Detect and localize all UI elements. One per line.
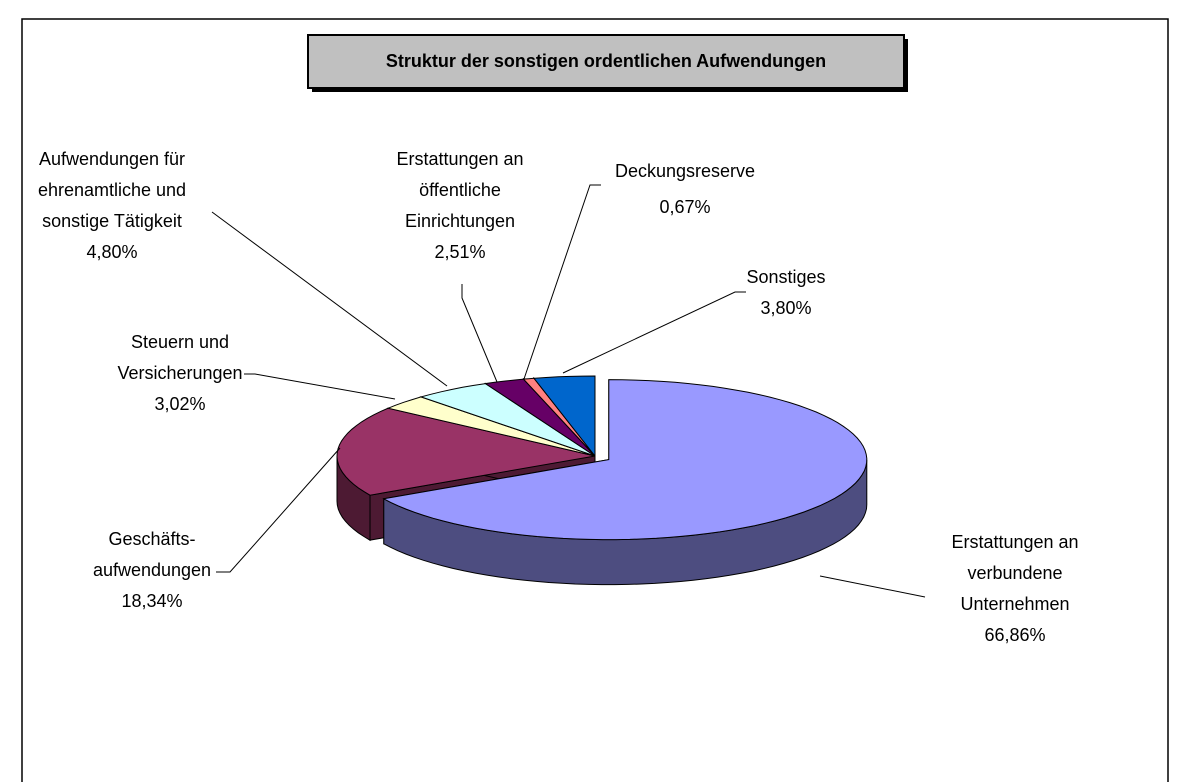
leader-line [562, 291, 746, 374]
slice-label: Deckungsreserve [615, 161, 755, 181]
leader-line [523, 184, 601, 380]
title-box [307, 34, 905, 89]
slice-label: Geschäfts-aufwendungen [93, 529, 211, 580]
slice-label: Aufwendungen für ehrenamtliche und sonstig… [38, 149, 186, 231]
pie-slice [419, 383, 596, 457]
slice-value-label: 3,80% [760, 298, 811, 318]
leader-line [216, 447, 341, 573]
slice-label: Erstattungen an öffentliche Einrichtungen [396, 149, 523, 231]
leader-line [244, 373, 396, 400]
slice-label: Steuern und Versicherungen [117, 332, 242, 383]
slice-value-label: 0,67% [659, 197, 710, 217]
leader-line [819, 575, 926, 598]
pie-slice [533, 375, 596, 458]
slice-value-label: 66,86% [984, 625, 1045, 645]
slice-value-label: 2,51% [434, 242, 485, 262]
slice-value-label: 3,02% [154, 394, 205, 414]
pie-slice [382, 379, 868, 541]
leader-line [211, 211, 448, 387]
slice-value-label: 18,34% [121, 591, 182, 611]
slice-value-label: 4,80% [86, 242, 137, 262]
leader-line [461, 284, 498, 383]
slice-label: Erstattungen an verbundene Unternehmen [951, 532, 1078, 614]
chart-title: Struktur der sonstigen ordentlichen Aufw… [386, 51, 826, 71]
slice-label: Sonstiges [746, 267, 825, 287]
